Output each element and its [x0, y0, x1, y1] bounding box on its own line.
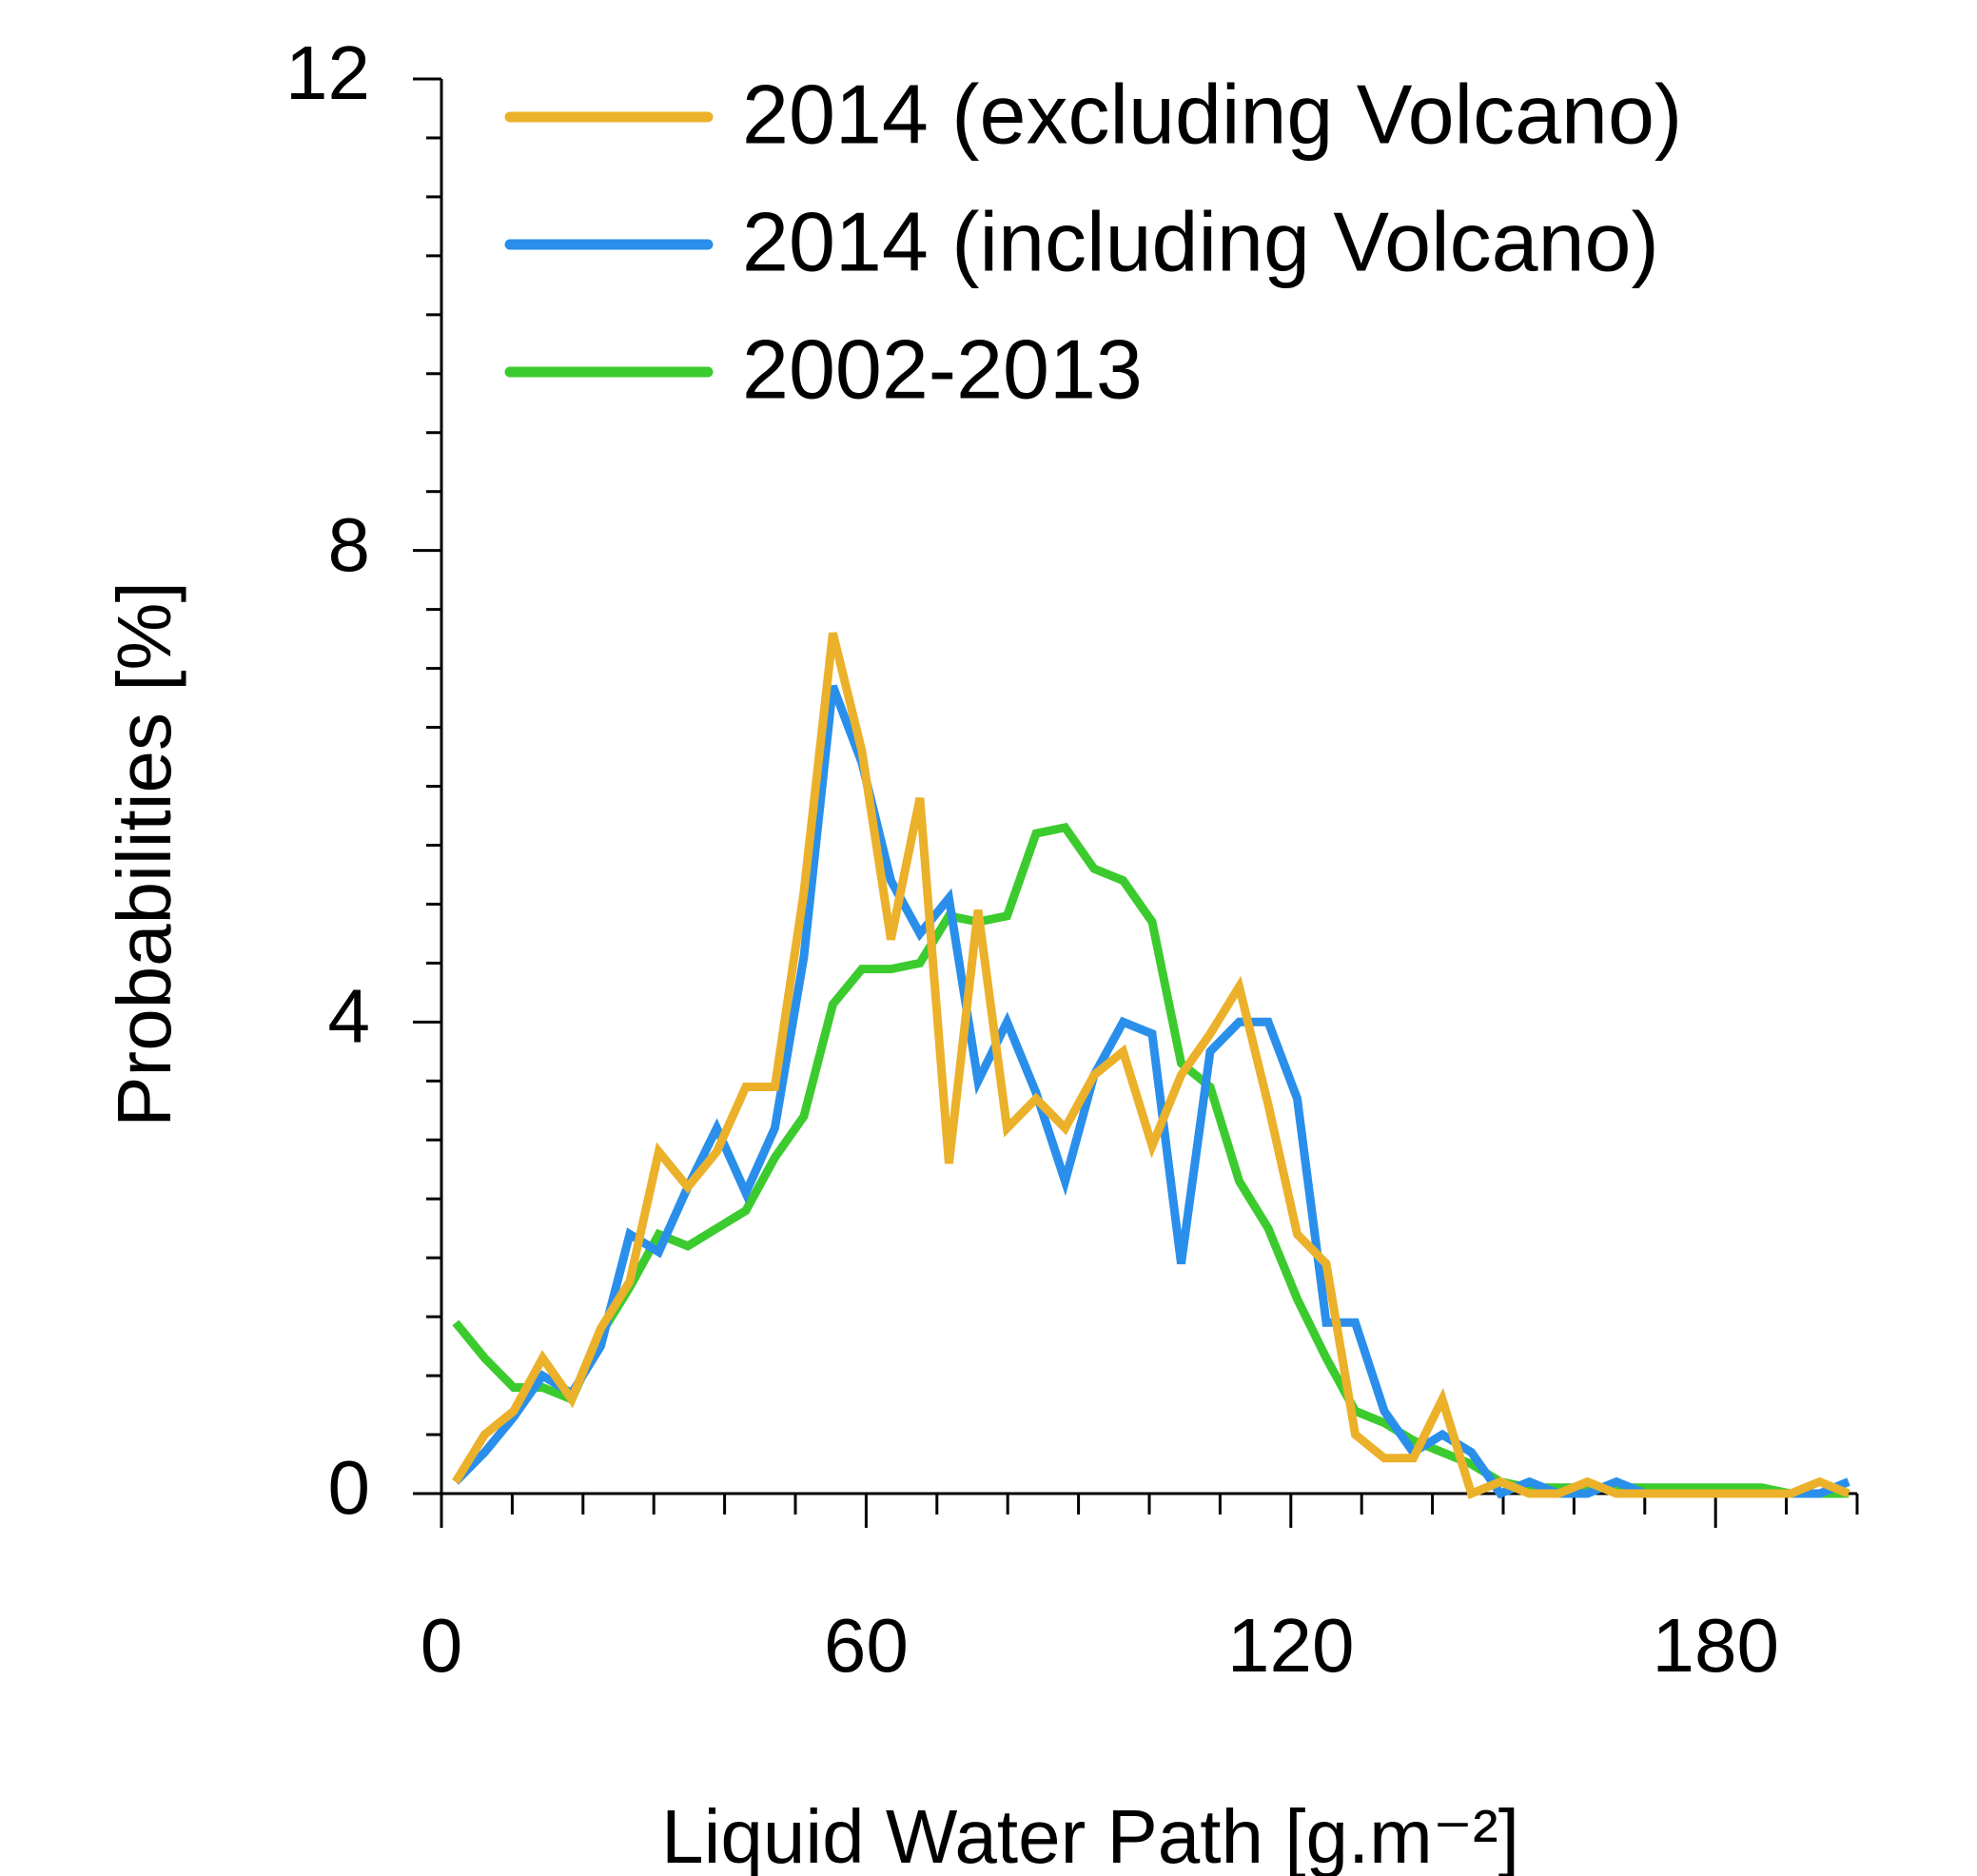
x-axis-title: Liquid Water Path [g.m⁻²]	[661, 1794, 1519, 1876]
y-axis-title: Probabilities [%]	[102, 581, 186, 1127]
legend-label: 2014 (excluding Volcano)	[742, 67, 1682, 161]
x-tick-label: 180	[1652, 1603, 1778, 1688]
y-tick-label: 8	[328, 502, 371, 587]
data-line	[452, 632, 1850, 1500]
legend-label: 2014 (including Volcano)	[742, 194, 1659, 288]
legend-label: 2002-2013	[742, 322, 1143, 416]
y-tick-label: 0	[328, 1445, 371, 1530]
data-line	[452, 822, 1850, 1498]
data-line	[452, 684, 1850, 1499]
y-tick-label: 4	[328, 973, 371, 1058]
x-tick-label: 60	[824, 1603, 909, 1688]
x-tick-label: 120	[1227, 1603, 1354, 1688]
x-tick-label: 0	[421, 1603, 463, 1688]
y-tick-label: 12	[285, 30, 370, 115]
